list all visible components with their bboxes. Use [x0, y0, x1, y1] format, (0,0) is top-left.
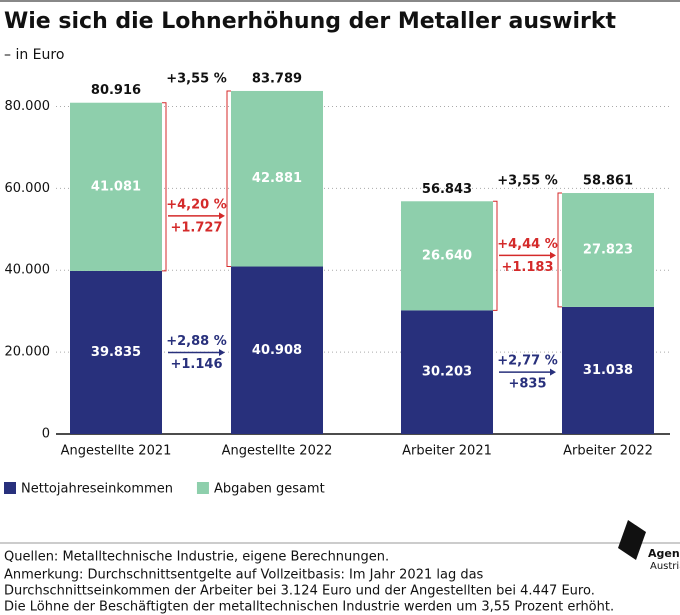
bracket [557, 192, 562, 308]
y-tick-label: 40.000 [5, 263, 51, 278]
total-label: 56.843 [422, 182, 472, 197]
value-label: 26.640 [422, 248, 472, 263]
bracket [162, 102, 167, 272]
arrow-head [550, 368, 556, 376]
logo-mark [618, 520, 646, 560]
x-tick-label: Arbeiter 2022 [563, 444, 653, 459]
growth-label: +2,88 % [166, 334, 227, 349]
bar-segment [401, 201, 493, 311]
bar-segment [562, 306, 654, 434]
bracket [493, 200, 498, 311]
x-tick-label: Angestellte 2021 [61, 444, 172, 459]
arrow-head [550, 251, 556, 259]
note: Durchschnittseinkommen der Arbeiter bei … [4, 584, 595, 599]
growth-label: +2,77 % [497, 354, 558, 369]
growth-label: +4,20 % [166, 197, 227, 212]
y-tick-label: 80.000 [5, 99, 51, 114]
y-tick-label: 60.000 [5, 181, 51, 196]
arrow-head [219, 348, 225, 356]
legend-swatch [196, 482, 209, 494]
bar-segment [231, 266, 323, 434]
total-label: 80.916 [91, 83, 141, 98]
y-tick-label: 20.000 [5, 345, 51, 360]
bar-segment [562, 193, 654, 307]
growth-label: +4,44 % [497, 237, 558, 252]
legend-label: Nettojahreseinkommen [21, 482, 173, 497]
x-tick-label: Arbeiter 2021 [402, 444, 492, 459]
value-label: 42.881 [252, 171, 302, 186]
total-label: 58.861 [583, 174, 633, 189]
value-label: 27.823 [583, 242, 633, 257]
chart-subtitle: – in Euro [4, 47, 64, 63]
growth-label: +3,55 % [166, 71, 227, 86]
bracket [226, 90, 231, 268]
growth-label: +1.183 [501, 260, 553, 275]
arrow-head [219, 212, 225, 220]
logo-text: Austria [650, 561, 680, 572]
bar-segment [70, 270, 162, 434]
logo-text: Agenda [648, 547, 680, 560]
note: Die Löhne der Beschäftigten der metallte… [4, 600, 614, 615]
value-label: 30.203 [422, 365, 472, 380]
x-tick-label: Angestellte 2022 [222, 444, 333, 459]
growth-label: +835 [508, 377, 546, 392]
growth-label: +1.727 [170, 220, 222, 235]
value-label: 40.908 [252, 343, 302, 358]
value-label: 31.038 [583, 363, 633, 378]
value-label: 39.835 [91, 345, 141, 360]
bar-segment [401, 310, 493, 434]
legend-label: Abgaben gesamt [214, 482, 325, 497]
note: Anmerkung: Durchschnittsentgelte auf Vol… [4, 568, 484, 583]
bar-segment [231, 90, 323, 267]
growth-label: +3,55 % [497, 174, 558, 189]
growth-label: +1.146 [170, 357, 222, 372]
chart-title: Wie sich die Lohnerhöhung der Metaller a… [4, 9, 616, 34]
value-label: 41.081 [91, 179, 141, 194]
bar-segment [70, 102, 162, 271]
y-tick-label: 0 [42, 427, 50, 442]
source: Quellen: Metalltechnische Industrie, eig… [4, 550, 389, 565]
total-label: 83.789 [252, 71, 302, 86]
legend-swatch [4, 482, 16, 494]
